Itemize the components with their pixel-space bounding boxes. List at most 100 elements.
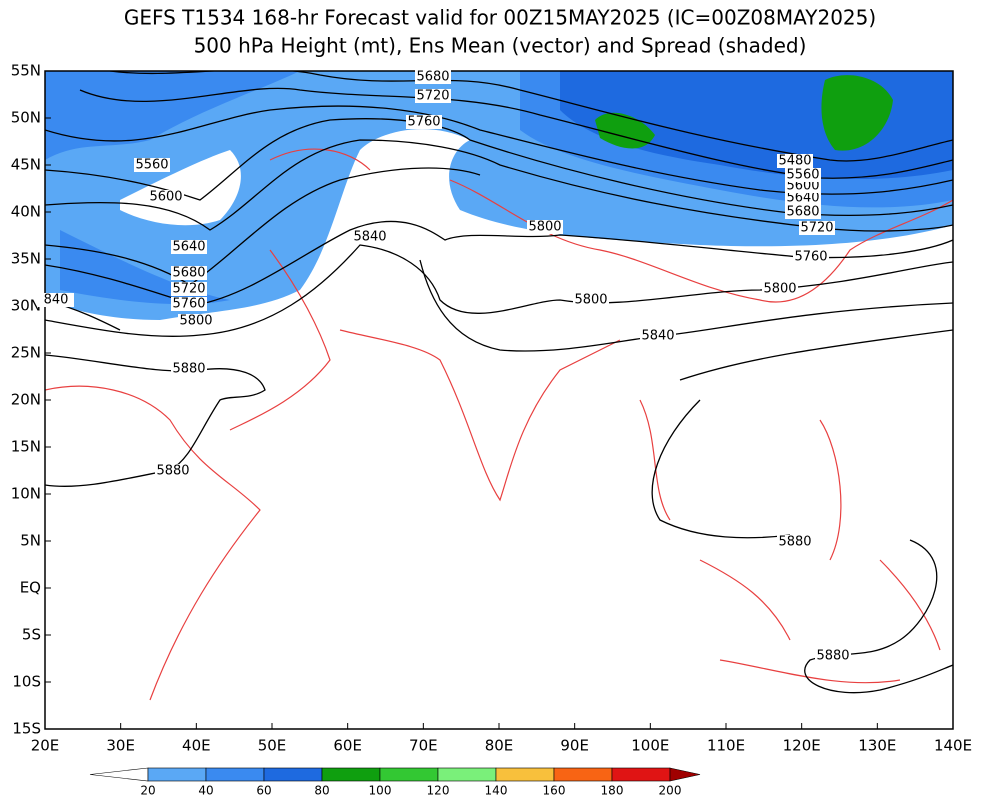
colorbar-label: 60 [256, 784, 271, 798]
lon-label: 80E [485, 737, 514, 755]
contour-label-bg [815, 649, 851, 663]
colorbar-swatch [611, 767, 671, 782]
contour-label: 840 [44, 293, 69, 308]
contour-label-bg [527, 220, 563, 234]
contour-label: 5640 [786, 191, 819, 206]
contour-label-bg [171, 266, 207, 280]
colorbar-label: 120 [427, 784, 450, 798]
lon-label: 140E [934, 737, 972, 755]
contour-label: 5560 [786, 168, 819, 183]
lon-label: 120E [783, 737, 821, 755]
lat-label: 5N [20, 532, 41, 550]
contour-label: 5720 [172, 282, 205, 297]
colorbar-label: 160 [543, 784, 566, 798]
contour-label: 5720 [800, 221, 833, 236]
contour-label-bg [573, 293, 609, 307]
lon-label: 130E [858, 737, 896, 755]
colorbar-label: 200 [659, 784, 682, 798]
contour-label-bg [352, 230, 388, 244]
contour-label-bg [415, 70, 451, 84]
map-plot [45, 71, 953, 701]
contour-label: 5800 [528, 220, 561, 235]
colorbar-label: 100 [369, 784, 392, 798]
contour-label-bg [799, 221, 835, 235]
contour-label-bg [793, 250, 829, 264]
contour-label-bg [155, 464, 191, 478]
contour-label-bg [171, 282, 207, 296]
lat-label: 15N [11, 438, 41, 456]
contour-label-bg [785, 205, 821, 219]
lat-label: 10S [12, 673, 41, 691]
contour-label-bg [785, 179, 821, 193]
lat-label: 30N [11, 297, 41, 315]
lat-label: 15S [12, 720, 41, 738]
contour-label: 5680 [172, 266, 205, 281]
lat-label: 20N [11, 391, 41, 409]
contour-label-bg [406, 115, 442, 129]
contour-label: 5800 [574, 293, 607, 308]
lon-label: 60E [333, 737, 362, 755]
lat-label: 25N [11, 344, 41, 362]
contour-label: 5600 [786, 179, 819, 194]
contour-label: 5880 [156, 464, 189, 479]
contour-label: 5800 [179, 314, 212, 329]
contour-label: 5480 [778, 154, 811, 169]
contour-label: 5760 [172, 297, 205, 312]
contour-label-bg [148, 190, 184, 204]
colorbar-swatch [553, 767, 613, 782]
colorbar-label: 180 [601, 784, 624, 798]
contour-label: 5680 [786, 205, 819, 220]
contour-label-bg [762, 282, 798, 296]
contour-label: 5680 [416, 70, 449, 85]
contour-label-bg [785, 191, 821, 205]
title-line: GEFS T1534 168-hr Forecast valid for 00Z… [124, 6, 876, 30]
contour-label-bg [171, 297, 207, 311]
lon-label: 40E [182, 737, 211, 755]
lat-label: 10N [11, 485, 41, 503]
contour-label: 5840 [641, 329, 674, 344]
lon-label: 100E [631, 737, 669, 755]
colorbar-swatch [205, 767, 265, 782]
contour-label: 5760 [794, 250, 827, 265]
contour-label: 5640 [172, 240, 205, 255]
lon-label: 20E [31, 737, 60, 755]
colorbar-label: 140 [485, 784, 508, 798]
spread-shading [595, 75, 893, 151]
lat-label: 55N [11, 62, 41, 80]
contour-label: 5880 [778, 535, 811, 550]
colorbar-end [669, 767, 701, 782]
contour-label: 5560 [135, 158, 168, 173]
contour-label-bg [777, 154, 813, 168]
contour-label-bg [134, 158, 170, 172]
colorbar-label: 80 [314, 784, 329, 798]
lat-label: 35N [11, 250, 41, 268]
contour-label-bg [171, 240, 207, 254]
contour-label: 5800 [763, 282, 796, 297]
contour-label: 5760 [407, 115, 440, 130]
contour-label-bg [415, 89, 451, 103]
colorbar-swatch [379, 767, 439, 782]
lat-label: EQ [20, 579, 41, 597]
colorbar-swatch [495, 767, 555, 782]
colorbar-label: 40 [198, 784, 213, 798]
contour-label-bg [640, 329, 676, 343]
lat-label: 40N [11, 203, 41, 221]
contour-label: 5880 [172, 362, 205, 377]
contour-label-bg [38, 293, 74, 307]
contour-label: 5600 [149, 190, 182, 205]
contour-label: 5840 [353, 230, 386, 245]
lat-label: 50N [11, 109, 41, 127]
lon-label: 30E [106, 737, 135, 755]
lon-label: 50E [258, 737, 287, 755]
contour-label: 5880 [816, 649, 849, 664]
contour-label-bg [777, 535, 813, 549]
contour-label-bg [785, 168, 821, 182]
colorbar-end [89, 767, 149, 782]
lat-label: 5S [22, 626, 41, 644]
title-line: 500 hPa Height (mt), Ens Mean (vector) a… [194, 34, 807, 58]
contour-label-bg [171, 362, 207, 376]
lon-label: 110E [707, 737, 745, 755]
colorbar-swatch [437, 767, 497, 782]
colorbar-swatch [147, 767, 207, 782]
